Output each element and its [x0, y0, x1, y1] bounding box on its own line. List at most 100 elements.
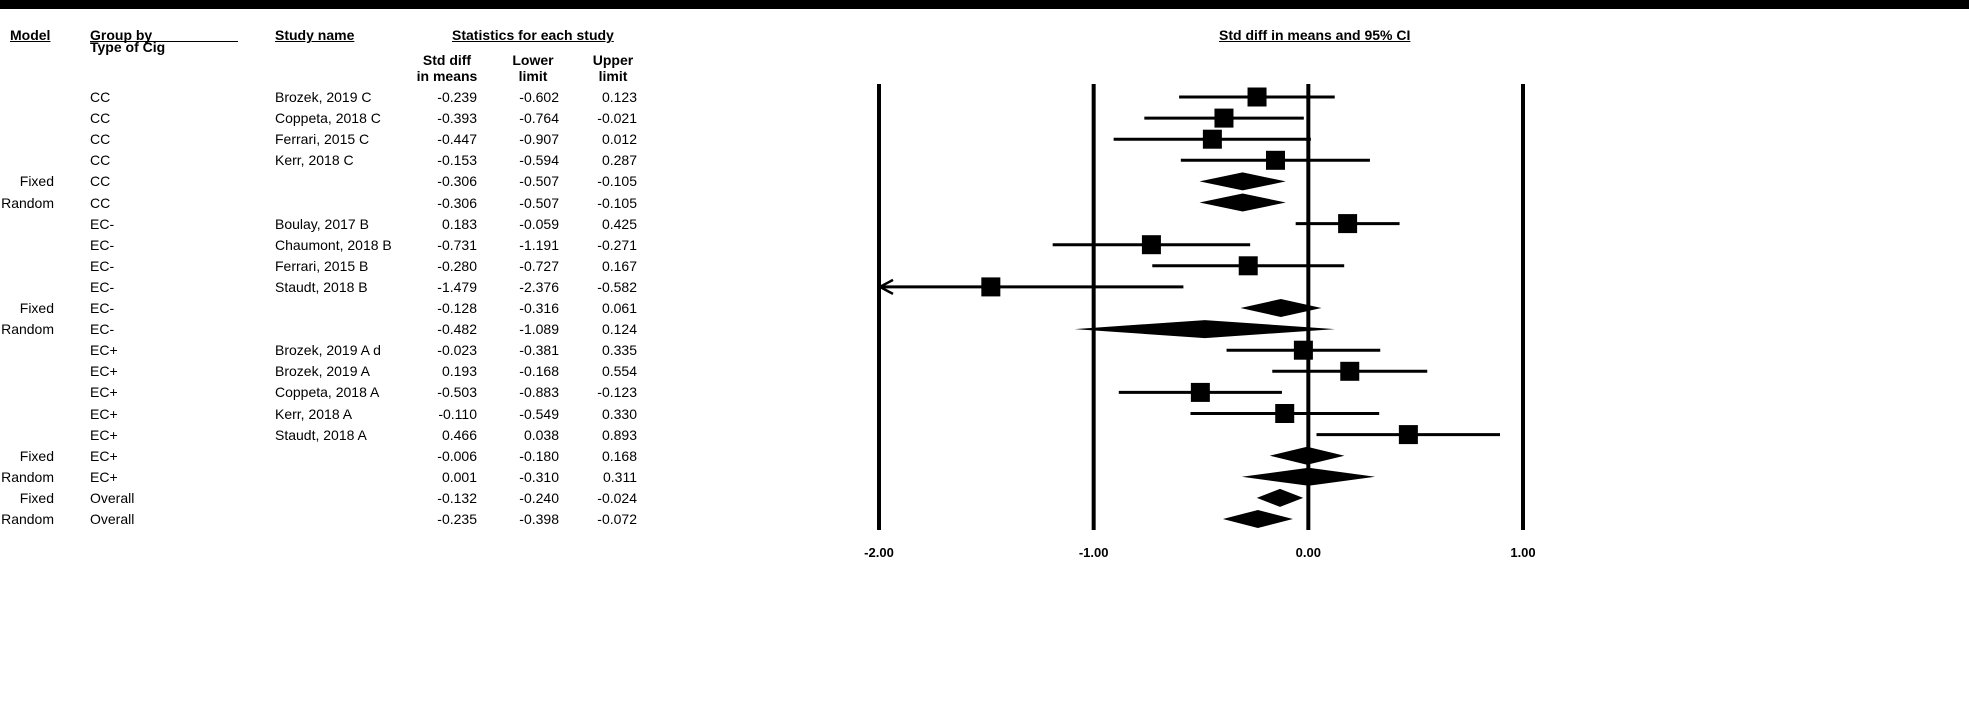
row-study-name: Ferrari, 2015 C: [275, 131, 370, 148]
row-std-diff: 0.001: [441, 468, 477, 485]
x-tick-label: -1.00: [1079, 545, 1109, 560]
row-lower-limit: -0.549: [519, 405, 559, 422]
row-std-diff: -0.128: [437, 300, 477, 316]
row-group: EC-: [90, 236, 115, 253]
row-lower-limit: -0.059: [519, 215, 559, 232]
row-upper-limit: 0.893: [601, 426, 637, 443]
point-estimate-square: [1141, 235, 1161, 255]
row-std-diff: -0.132: [437, 489, 477, 506]
row-lower-limit: -0.316: [519, 300, 559, 316]
row-study-name: Chaumont, 2018 B: [275, 236, 392, 253]
point-estimate-square: [981, 277, 1001, 297]
row-lower-limit: -0.602: [519, 89, 559, 105]
row-study-name: Kerr, 2018 C: [275, 152, 354, 169]
row-upper-limit: 0.123: [601, 89, 637, 105]
row-lower-limit: 0.038: [523, 426, 559, 443]
row-study-name: Brozek, 2019 A d: [275, 342, 381, 359]
header-lower-limit: Lower limit: [500, 52, 566, 84]
row-group: CC: [90, 173, 111, 190]
row-study-name: Staudt, 2018 B: [275, 278, 368, 295]
row-study-name: Brozek, 2019 C: [275, 89, 372, 105]
row-upper-limit: 0.287: [601, 152, 637, 169]
row-upper-limit: -0.105: [597, 173, 637, 190]
row-model: Random: [1, 511, 54, 527]
point-estimate-square: [1340, 361, 1360, 381]
row-model: Fixed: [19, 173, 54, 190]
row-group: EC+: [90, 426, 118, 443]
row-lower-limit: -1.191: [519, 236, 559, 253]
row-upper-limit: -0.582: [597, 278, 637, 295]
row-study-name: Staudt, 2018 A: [275, 426, 367, 443]
header-upper-limit: Upper limit: [580, 52, 646, 84]
row-upper-limit: 0.425: [601, 215, 637, 232]
point-estimate-square: [1247, 87, 1267, 107]
row-lower-limit: -0.310: [519, 468, 559, 485]
summary-diamond: [1256, 488, 1304, 507]
header-upper-line2: limit: [598, 68, 628, 84]
summary-diamond: [1199, 193, 1286, 212]
row-std-diff: -0.023: [437, 342, 477, 359]
summary-diamond: [1074, 320, 1335, 339]
row-std-diff: -0.503: [437, 384, 477, 401]
row-std-diff: -0.482: [437, 321, 477, 338]
header-std-diff-line1: Std diff: [422, 52, 472, 68]
row-lower-limit: -2.376: [519, 278, 559, 295]
row-study-name: Brozek, 2019 A: [275, 363, 370, 380]
row-study-name: Coppeta, 2018 C: [275, 110, 381, 127]
row-lower-limit: -0.594: [519, 152, 559, 169]
row-std-diff: -0.006: [437, 447, 477, 464]
group-by-underline: [90, 41, 238, 42]
row-std-diff: 0.183: [441, 215, 477, 232]
point-estimate-square: [1293, 340, 1313, 360]
row-group: CC: [90, 110, 111, 127]
row-group: EC-: [90, 300, 115, 316]
row-std-diff: 0.466: [441, 426, 477, 443]
row-std-diff: -0.235: [437, 511, 477, 527]
row-std-diff: -0.393: [437, 110, 477, 127]
row-lower-limit: -1.089: [519, 321, 559, 338]
header-study-name: Study name: [275, 27, 355, 43]
row-group: EC+: [90, 363, 118, 380]
header-model: Model: [10, 27, 51, 43]
row-group: EC+: [90, 468, 118, 485]
point-estimate-square: [1238, 256, 1258, 276]
row-model: Fixed: [19, 300, 54, 316]
row-std-diff: -0.306: [437, 173, 477, 190]
row-std-diff: -0.306: [437, 194, 477, 211]
row-upper-limit: -0.271: [597, 236, 637, 253]
row-std-diff: -0.239: [437, 89, 477, 105]
row-upper-limit: 0.335: [601, 342, 637, 359]
row-lower-limit: -0.764: [519, 110, 559, 127]
row-group: CC: [90, 89, 111, 105]
row-std-diff: -0.110: [438, 405, 477, 422]
row-lower-limit: -0.240: [519, 489, 559, 506]
row-std-diff: -1.479: [437, 278, 477, 295]
row-std-diff: -0.280: [437, 257, 477, 274]
row-group: Overall: [90, 489, 135, 506]
point-estimate-square: [1214, 108, 1234, 128]
row-upper-limit: 0.061: [601, 300, 637, 316]
header-statistics: Statistics for each study: [452, 27, 614, 43]
row-study-name: Kerr, 2018 A: [275, 405, 353, 422]
row-study-name: Boulay, 2017 B: [275, 215, 369, 232]
row-model: Random: [1, 468, 54, 485]
row-std-diff: -0.447: [437, 131, 477, 148]
row-group: EC+: [90, 384, 118, 401]
header-type-of-cig: Type of Cig: [90, 39, 166, 55]
row-group: EC-: [90, 321, 115, 338]
header-std-diff-line2: in means: [416, 68, 478, 84]
row-group: CC: [90, 194, 111, 211]
row-model: Random: [1, 321, 54, 338]
row-lower-limit: -0.507: [519, 173, 559, 190]
point-estimate-square: [1398, 425, 1418, 445]
row-study-name: Coppeta, 2018 A: [275, 384, 380, 401]
row-upper-limit: -0.072: [597, 511, 637, 527]
header-lower-line1: Lower: [512, 52, 554, 68]
row-lower-limit: -0.381: [519, 342, 559, 359]
row-std-diff: 0.193: [441, 363, 477, 380]
row-upper-limit: 0.554: [601, 363, 637, 380]
x-tick-label: -2.00: [864, 545, 894, 560]
header-group-by: Group by: [90, 27, 153, 43]
row-upper-limit: -0.024: [597, 489, 637, 506]
row-model: Fixed: [19, 447, 54, 464]
